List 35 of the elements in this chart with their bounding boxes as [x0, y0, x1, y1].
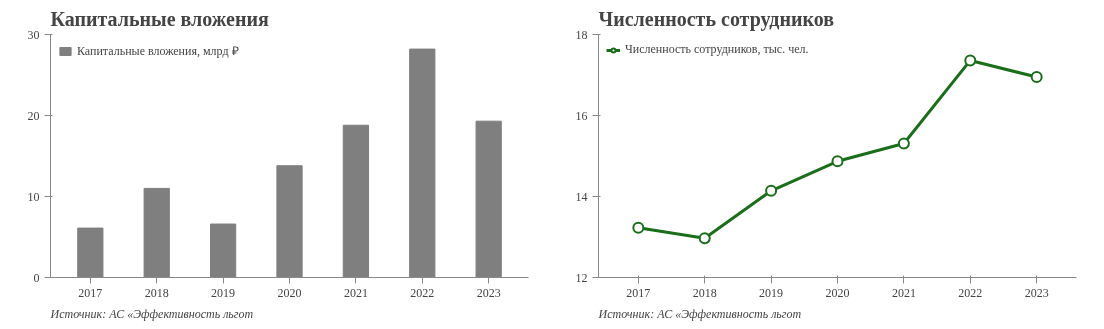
x-tick-label: 2018 — [692, 285, 717, 300]
y-tick-label: 12 — [575, 270, 588, 285]
point — [632, 221, 645, 234]
x-tick-label: 2019 — [211, 285, 236, 300]
x-tick-label: 2022 — [410, 285, 435, 300]
x-tick-label: 2023 — [476, 285, 501, 300]
text: Источник: АС «Эффективность льгот — [49, 306, 254, 321]
legend-label: Численность сотрудников, тыс. чел. — [625, 42, 809, 57]
y-tick-label: 14 — [575, 189, 588, 204]
x-tick-label: 2020 — [825, 285, 850, 300]
point — [964, 54, 977, 67]
point — [1030, 71, 1043, 84]
x-tick-label: 2019 — [759, 285, 784, 300]
chart-title: Капитальные вложения — [50, 7, 269, 30]
y-tick-label: 10 — [27, 189, 40, 204]
point — [698, 232, 711, 245]
point — [765, 184, 778, 197]
legend-label: Капитальные вложения, млрд ₽ — [77, 43, 239, 59]
y-tick-label: 20 — [27, 108, 40, 123]
x-tick-label: 2018 — [144, 285, 169, 300]
x-tick-label: 2020 — [277, 285, 302, 300]
x-tick-label: 2023 — [1024, 285, 1049, 300]
text: Источник: АС «Эффективность льгот — [597, 306, 802, 321]
y-tick-label: 0 — [33, 270, 40, 285]
chart-title: Численность сотрудников — [598, 7, 835, 31]
x-tick-label: 2017 — [626, 285, 651, 300]
x-tick-label: 2022 — [958, 285, 983, 300]
point — [831, 155, 844, 168]
x-tick-label: 2021 — [891, 285, 916, 300]
y-tick-label: 16 — [575, 108, 588, 123]
y-tick-label: 18 — [575, 27, 588, 42]
y-tick-label: 30 — [27, 27, 40, 42]
point — [897, 137, 910, 150]
x-tick-label: 2017 — [78, 285, 103, 300]
x-tick-label: 2021 — [343, 285, 368, 300]
